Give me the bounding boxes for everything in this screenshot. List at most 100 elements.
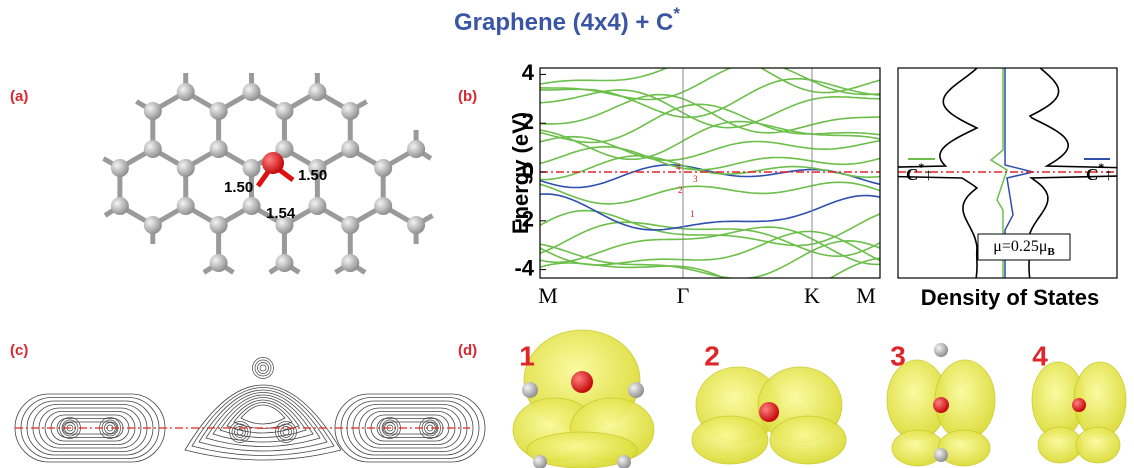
panel-label: (a) [10, 88, 28, 105]
state-label: 2 [678, 185, 683, 195]
title-sup: * [673, 4, 680, 23]
isosurface [769, 415, 847, 465]
atom [571, 371, 593, 393]
atom [934, 343, 948, 357]
moment-box [977, 233, 1071, 261]
figure-title: Graphene (4x4) + C* [454, 4, 680, 36]
contour [184, 384, 342, 461]
contour [236, 428, 244, 436]
atom [275, 102, 294, 120]
state-label: 4 [676, 162, 681, 172]
atom [275, 254, 294, 272]
atom [341, 102, 360, 120]
band-line [540, 103, 880, 144]
band-line [540, 120, 880, 161]
atom [628, 382, 644, 398]
pdos-curve [1004, 68, 1034, 278]
bond-length: 1.50 [298, 167, 327, 184]
contour [234, 426, 246, 438]
state-label: 3 [693, 174, 698, 184]
atom [209, 102, 228, 120]
contour [219, 397, 307, 438]
atom [533, 455, 547, 468]
atom [308, 83, 327, 101]
contour [233, 402, 293, 429]
isosurface [937, 429, 991, 467]
atom [176, 83, 195, 101]
atom [143, 140, 162, 158]
title-text: Graphene (4x4) + C [454, 9, 673, 36]
atom [242, 197, 261, 215]
atom [209, 254, 228, 272]
y-tick-label: 2 [522, 109, 534, 134]
atom [1072, 398, 1086, 412]
charge-contours [14, 357, 486, 463]
bands [540, 68, 880, 278]
atom [110, 159, 129, 177]
band-line [540, 68, 880, 101]
contour [191, 387, 335, 456]
band-line [540, 89, 880, 129]
band-line [540, 230, 880, 266]
contour [61, 419, 79, 437]
band-line [540, 193, 880, 231]
contour [205, 392, 321, 447]
band-line [540, 135, 880, 162]
contour [226, 399, 300, 434]
orbital-label: 1 [519, 340, 535, 371]
isosurface [1075, 426, 1121, 464]
contour [257, 362, 269, 374]
atom [374, 197, 393, 215]
contour [275, 421, 297, 443]
atom [209, 216, 228, 234]
band-line [540, 226, 880, 266]
graphene-structure [102, 73, 434, 275]
atom [759, 402, 779, 422]
atom [308, 197, 327, 215]
contour [231, 423, 249, 441]
orbital-plots: 1 2 3 4 [512, 329, 1127, 468]
isosurface [1037, 426, 1083, 464]
contour [252, 357, 274, 379]
orbital-label: 2 [704, 340, 720, 371]
panel-label: (c) [10, 342, 28, 359]
atom [407, 140, 426, 158]
atom [341, 140, 360, 158]
contour [282, 428, 290, 436]
x-axis-label: Density of States [921, 285, 1100, 310]
legend-entry: C*↑ [1086, 160, 1113, 184]
atom [933, 397, 949, 413]
atom [176, 197, 195, 215]
atom [341, 216, 360, 234]
atom [275, 216, 294, 234]
band-line [540, 155, 880, 181]
panel-label: (d) [458, 342, 477, 359]
atom [209, 140, 228, 158]
y-tick-label: 4 [522, 60, 535, 85]
atom [522, 382, 538, 398]
isosurface [526, 431, 638, 468]
k-point-label: K [804, 283, 820, 308]
band-line [540, 68, 880, 94]
k-point-label: M [538, 283, 558, 308]
contour [212, 394, 314, 443]
orbital-label: 3 [890, 340, 906, 371]
contour [280, 426, 292, 438]
y-tick-label: -4 [514, 255, 534, 280]
y-tick-label: -2 [514, 207, 534, 232]
plot-frame [897, 67, 1118, 279]
contour [198, 389, 328, 452]
contour [240, 404, 286, 425]
contour [229, 421, 251, 443]
atom [242, 83, 261, 101]
atom [341, 254, 360, 272]
k-point-label: Γ [677, 283, 690, 308]
k-point-label: M [856, 283, 876, 308]
atom [143, 216, 162, 234]
atom [176, 159, 195, 177]
band-line [540, 221, 880, 258]
atom [407, 216, 426, 234]
band-line [540, 257, 880, 278]
band-line [540, 181, 880, 205]
orbital-label: 4 [1032, 340, 1048, 371]
